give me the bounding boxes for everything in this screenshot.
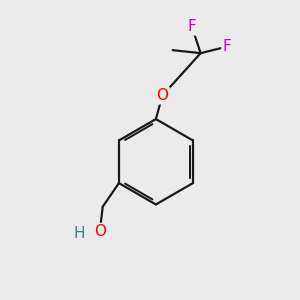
Text: O: O (94, 224, 106, 239)
Text: F: F (223, 39, 232, 54)
Text: F: F (188, 19, 196, 34)
Text: H: H (74, 226, 85, 241)
Text: O: O (156, 88, 168, 103)
